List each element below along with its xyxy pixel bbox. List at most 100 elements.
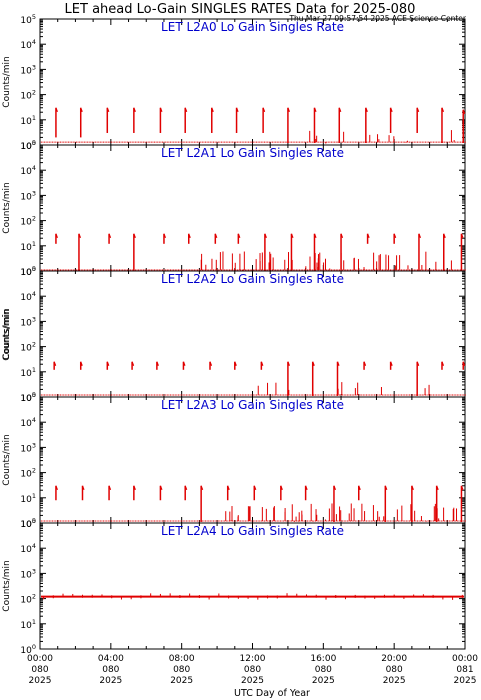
spike-head — [384, 485, 388, 490]
spike-head — [159, 107, 163, 112]
baseline-point — [133, 520, 135, 522]
baseline-point — [53, 520, 55, 522]
baseline-point — [208, 141, 210, 143]
baseline-point — [134, 394, 136, 396]
baseline-point — [267, 269, 269, 271]
baseline-point — [252, 394, 254, 396]
baseline-point — [412, 394, 414, 396]
baseline-point — [356, 141, 358, 143]
baseline-point — [289, 394, 291, 396]
baseline-point — [388, 394, 390, 396]
x-tick-label: 080 — [386, 665, 403, 675]
spike-head — [253, 485, 257, 490]
baseline-point — [168, 141, 170, 143]
baseline-point — [380, 520, 382, 522]
baseline-point — [177, 520, 179, 522]
y-tick-label: 104 — [20, 416, 36, 429]
baseline-point — [346, 269, 348, 271]
baseline-point — [295, 394, 297, 396]
baseline-point — [447, 269, 449, 271]
baseline-point — [192, 269, 194, 271]
baseline-point — [141, 394, 143, 396]
baseline-point — [337, 141, 339, 143]
baseline-point — [362, 520, 364, 522]
baseline-point — [450, 520, 452, 522]
baseline-point — [109, 394, 111, 396]
baseline-point — [321, 520, 323, 522]
baseline-point — [168, 394, 170, 396]
baseline-point — [372, 520, 374, 522]
baseline-point — [206, 520, 208, 522]
baseline-point — [405, 520, 407, 522]
baseline-point — [90, 394, 92, 396]
baseline-point — [162, 520, 164, 522]
baseline-point — [107, 141, 109, 143]
baseline-point — [228, 269, 230, 271]
baseline-point — [442, 520, 444, 522]
baseline-point — [158, 269, 160, 271]
baseline-point — [367, 141, 369, 143]
baseline-point — [169, 269, 171, 271]
baseline-point — [311, 269, 313, 271]
baseline-point — [295, 141, 297, 143]
baseline-point — [318, 394, 320, 396]
spike-head — [131, 361, 135, 366]
baseline-point — [216, 520, 218, 522]
baseline-point — [195, 269, 197, 271]
baseline-point — [131, 394, 133, 396]
baseline-point — [56, 269, 58, 271]
baseline-point — [236, 520, 238, 522]
baseline-point — [251, 141, 253, 143]
panel-y-axis-label: Counts/min — [2, 434, 12, 485]
x-tick-label: 12:00 — [240, 654, 266, 664]
y-tick-label: 103 — [20, 189, 36, 202]
baseline-point — [72, 141, 74, 143]
baseline-point — [75, 394, 77, 396]
baseline-point — [283, 269, 285, 271]
baseline-point — [219, 141, 221, 143]
baseline-point — [203, 141, 205, 143]
baseline-point — [134, 269, 136, 271]
baseline-point — [45, 520, 47, 522]
baseline-point — [244, 520, 246, 522]
baseline-point — [308, 520, 310, 522]
y-tick-label: 104 — [20, 38, 36, 51]
baseline-point — [265, 269, 267, 271]
baseline-point — [329, 141, 331, 143]
spike-head — [108, 233, 112, 238]
baseline-point — [112, 141, 114, 143]
baseline-point — [213, 269, 215, 271]
baseline-point — [152, 394, 154, 396]
baseline-point — [460, 394, 462, 396]
baseline-point — [201, 394, 203, 396]
baseline-point — [117, 520, 119, 522]
x-tick-label: 080 — [173, 665, 190, 675]
baseline-point — [98, 394, 100, 396]
baseline-point — [391, 269, 393, 271]
baseline-point — [264, 141, 266, 143]
spike-head — [227, 485, 230, 490]
baseline-point — [152, 141, 154, 143]
baseline-point — [415, 520, 417, 522]
spike-head — [365, 107, 368, 112]
baseline-point — [456, 520, 458, 522]
baseline-point — [83, 269, 85, 271]
baseline-point — [428, 269, 430, 271]
baseline-point — [297, 394, 299, 396]
baseline-point — [155, 394, 157, 396]
baseline-point — [87, 269, 89, 271]
baseline-point — [214, 141, 216, 143]
baseline-point — [464, 394, 466, 396]
baseline-point — [426, 141, 428, 143]
baseline-point — [464, 141, 466, 143]
baseline-point — [445, 141, 447, 143]
baseline-point — [233, 269, 235, 271]
baseline-point — [460, 269, 462, 271]
baseline-point — [284, 394, 286, 396]
baseline-point — [176, 141, 178, 143]
baseline-point — [91, 141, 93, 143]
baseline-point — [305, 520, 307, 522]
baseline-point — [268, 520, 270, 522]
baseline-point — [351, 269, 353, 271]
y-tick-label: 100 — [20, 265, 36, 278]
